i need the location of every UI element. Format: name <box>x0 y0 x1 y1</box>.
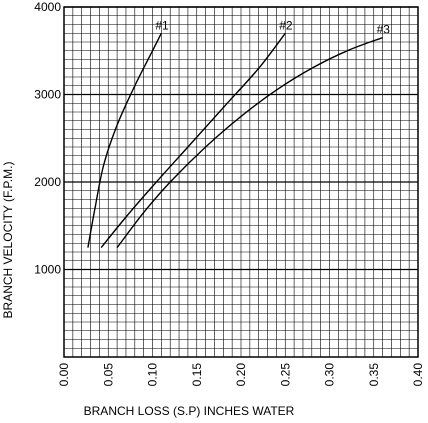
y-tick-label: 2000 <box>34 175 61 189</box>
series-line-2 <box>100 32 286 249</box>
x-tick-label: 0.00 <box>57 363 71 387</box>
x-tick-label: 0.10 <box>146 363 160 387</box>
series-line-1 <box>87 32 162 248</box>
y-axis-ticks: 1000 2000 3000 4000 <box>34 0 61 277</box>
y-tick-label: 3000 <box>34 88 61 102</box>
series-line-3 <box>116 36 383 249</box>
series-label-3: #3 <box>377 23 391 37</box>
x-tick-label: 0.05 <box>101 363 115 387</box>
x-tick-label: 0.25 <box>278 363 292 387</box>
x-tick-label: 0.20 <box>234 363 248 387</box>
x-axis-title: BRANCH LOSS (S.P) INCHES WATER <box>84 404 295 418</box>
x-tick-label: 0.40 <box>411 363 425 387</box>
x-axis-ticks: 0.00 0.05 0.10 0.15 0.20 0.25 0.30 0.35 0.40 <box>57 363 425 387</box>
plot-frame <box>63 6 419 358</box>
y-tick-label: 4000 <box>34 0 61 14</box>
series-label-1: #1 <box>155 18 169 32</box>
y-tick-label: 1000 <box>34 263 61 277</box>
series-label-2: #2 <box>279 18 293 32</box>
y-axis-title: BRANCH VELOCITY (F.P.M.) <box>1 162 15 319</box>
x-tick-label: 0.35 <box>367 363 381 387</box>
series-layer: #1 #2 #3 <box>87 18 391 249</box>
x-tick-label: 0.30 <box>323 363 337 387</box>
x-tick-label: 0.15 <box>190 363 204 387</box>
